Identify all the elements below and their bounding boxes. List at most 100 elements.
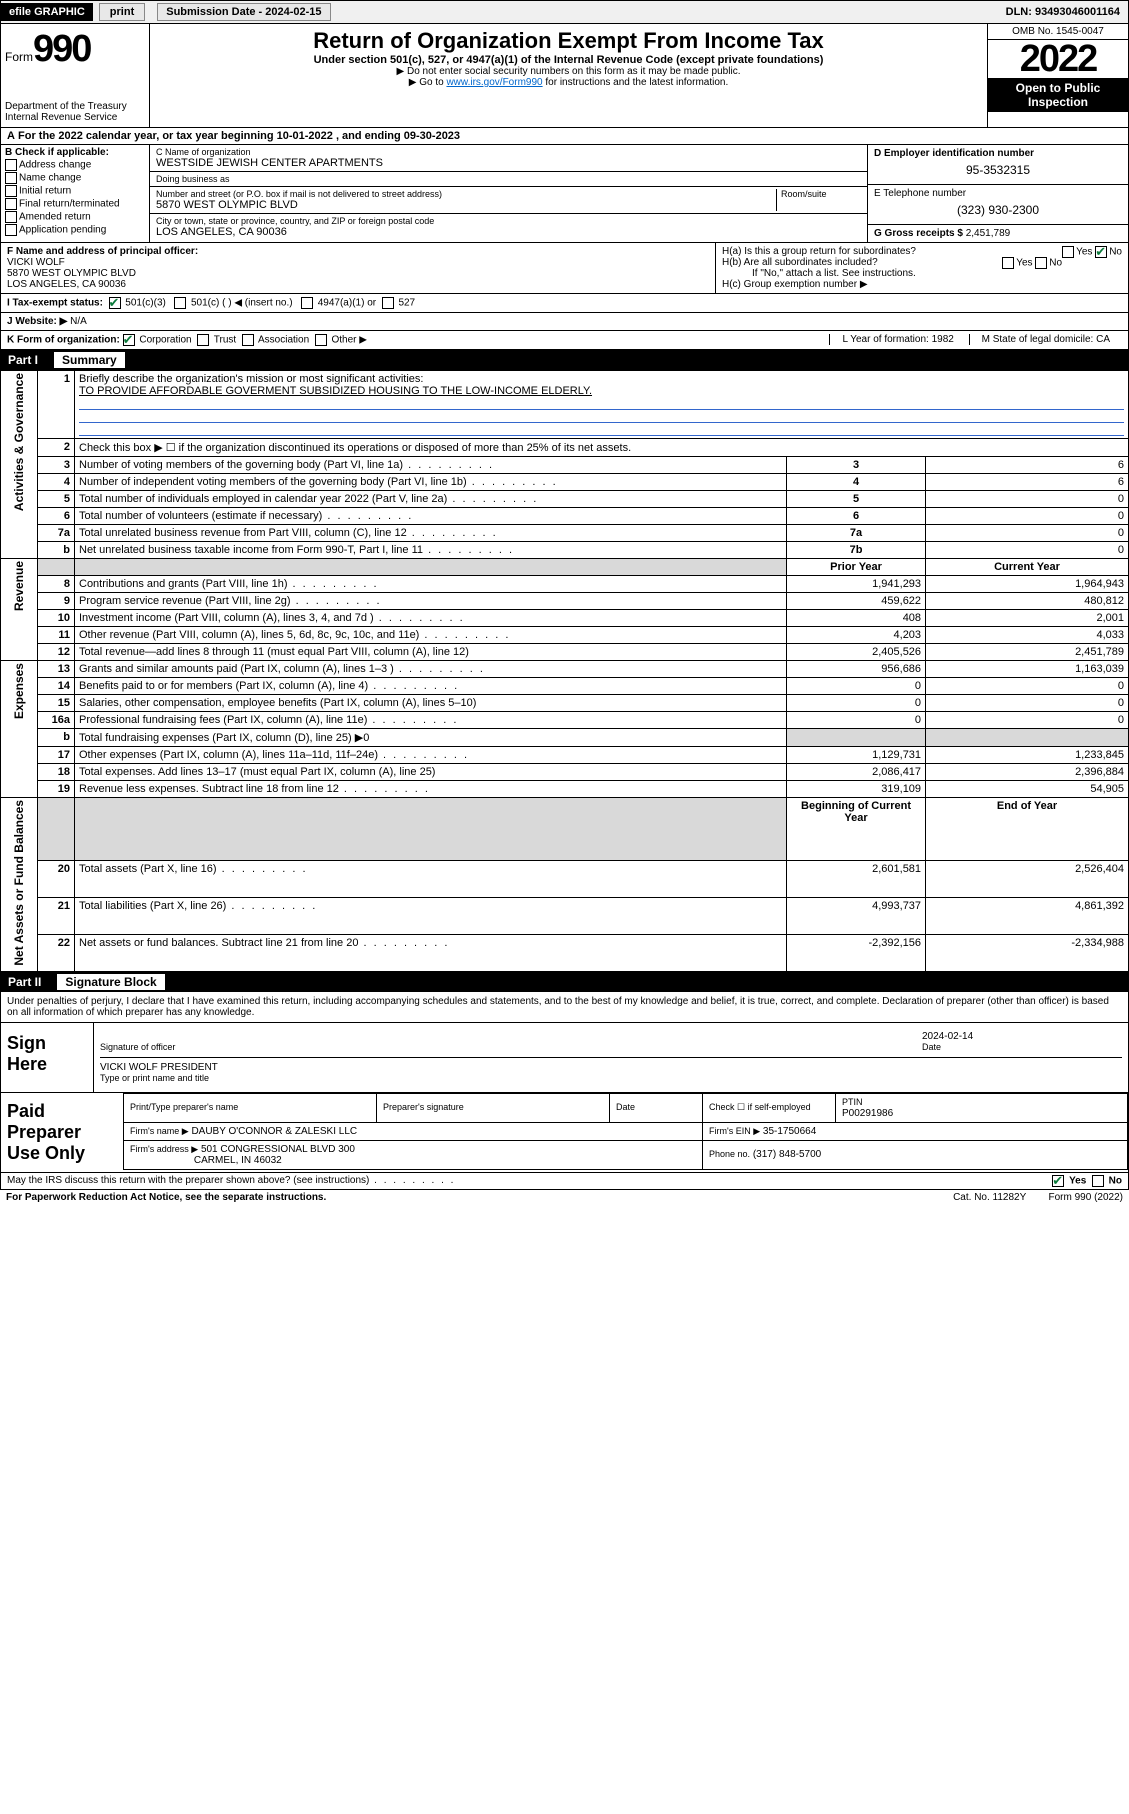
form-number: Form990 bbox=[5, 28, 145, 71]
discuss-yes-box[interactable] bbox=[1052, 1175, 1064, 1187]
firm-ein-label: Firm's EIN ▶ bbox=[709, 1126, 760, 1136]
side-netassets: Net Assets or Fund Balances bbox=[12, 800, 26, 966]
city: LOS ANGELES, CA 90036 bbox=[156, 226, 861, 238]
ein: 95-3532315 bbox=[874, 159, 1122, 181]
discuss-row: May the IRS discuss this return with the… bbox=[0, 1173, 1129, 1190]
chk-lbl: Application pending bbox=[19, 225, 106, 236]
firm-addr2: CARMEL, IN 46032 bbox=[194, 1155, 282, 1166]
line17-p: 1,129,731 bbox=[787, 747, 926, 764]
print-button[interactable]: print bbox=[99, 3, 145, 21]
chk-corp[interactable] bbox=[123, 334, 135, 346]
chk-initial-return[interactable]: Initial return bbox=[5, 185, 145, 197]
hb-no-box[interactable] bbox=[1035, 257, 1047, 269]
dept-treasury: Department of the Treasury Internal Reve… bbox=[5, 101, 145, 123]
line22-p: -2,392,156 bbox=[787, 934, 926, 971]
line22-c: -2,334,988 bbox=[926, 934, 1129, 971]
website-value: N/A bbox=[70, 316, 87, 327]
chk-501c[interactable] bbox=[174, 297, 186, 309]
state-domicile: M State of legal domicile: CA bbox=[969, 334, 1122, 345]
part-ii-num: Part II bbox=[8, 975, 41, 989]
form-title: Return of Organization Exempt From Incom… bbox=[156, 28, 981, 54]
sig-name-label: Type or print name and title bbox=[100, 1073, 209, 1083]
street-label: Number and street (or P.O. box if mail i… bbox=[156, 189, 776, 199]
part-i-title: Summary bbox=[54, 352, 125, 368]
hb-note: If "No," attach a list. See instructions… bbox=[722, 268, 1122, 279]
form-990-num: 990 bbox=[33, 28, 90, 70]
section-b-label: B Check if applicable: bbox=[5, 147, 145, 158]
ha-no-box[interactable] bbox=[1095, 246, 1107, 258]
gross-label: G Gross receipts $ bbox=[874, 228, 963, 239]
hdr-current: Current Year bbox=[926, 559, 1129, 576]
chk-address-change[interactable]: Address change bbox=[5, 159, 145, 171]
discuss-question: May the IRS discuss this return with the… bbox=[7, 1175, 455, 1187]
opt-527: 527 bbox=[398, 298, 415, 309]
line7b-box: 7b bbox=[787, 542, 926, 559]
opt-501c: 501(c) ( ) ◀ (insert no.) bbox=[191, 298, 293, 309]
prep-ptin-label: PTIN bbox=[842, 1097, 863, 1107]
line5-val: 0 bbox=[926, 491, 1129, 508]
ha-row: H(a) Is this a group return for subordin… bbox=[722, 246, 1122, 257]
firm-label: Firm's name ▶ bbox=[130, 1126, 189, 1136]
line9-desc: Program service revenue (Part VIII, line… bbox=[75, 593, 787, 610]
line12-p: 2,405,526 bbox=[787, 644, 926, 661]
line15-p: 0 bbox=[787, 695, 926, 712]
chk-final-return[interactable]: Final return/terminated bbox=[5, 198, 145, 210]
top-bar: efile GRAPHIC print Submission Date - 20… bbox=[0, 0, 1129, 24]
officer-addr2: LOS ANGELES, CA 90036 bbox=[7, 279, 709, 290]
org-name: WESTSIDE JEWISH CENTER APARTMENTS bbox=[156, 157, 861, 169]
dln: DLN: 93493046001164 bbox=[998, 3, 1128, 21]
form-label: Form bbox=[5, 50, 33, 64]
paid-prep-label: Paid Preparer Use Only bbox=[1, 1093, 123, 1172]
line7a-val: 0 bbox=[926, 525, 1129, 542]
line19-desc: Revenue less expenses. Subtract line 18 … bbox=[75, 781, 787, 798]
firm-addr1: 501 CONGRESSIONAL BLVD 300 bbox=[201, 1144, 355, 1155]
year-formation: L Year of formation: 1982 bbox=[829, 334, 965, 345]
line3-desc: Number of voting members of the governin… bbox=[75, 457, 787, 474]
discuss-no-box[interactable] bbox=[1092, 1175, 1104, 1187]
street: 5870 WEST OLYMPIC BLVD bbox=[156, 199, 776, 211]
discuss-yes: Yes bbox=[1069, 1175, 1086, 1186]
chk-4947[interactable] bbox=[301, 297, 313, 309]
line11-p: 4,203 bbox=[787, 627, 926, 644]
chk-527[interactable] bbox=[382, 297, 394, 309]
part-ii-header: Part II Signature Block bbox=[0, 972, 1129, 992]
hdr-begin: Beginning of Current Year bbox=[787, 798, 926, 861]
footer-left: For Paperwork Reduction Act Notice, see … bbox=[6, 1192, 326, 1203]
line18-c: 2,396,884 bbox=[926, 764, 1129, 781]
line2: Check this box ▶ ☐ if the organization d… bbox=[75, 439, 1129, 457]
part-ii-title: Signature Block bbox=[57, 974, 164, 990]
sig-date-label: Date bbox=[922, 1042, 941, 1052]
discuss-no: No bbox=[1109, 1175, 1122, 1186]
side-governance: Activities & Governance bbox=[12, 373, 26, 511]
line11-desc: Other revenue (Part VIII, column (A), li… bbox=[75, 627, 787, 644]
firm-addr-label: Firm's address ▶ bbox=[130, 1144, 198, 1154]
line3-box: 3 bbox=[787, 457, 926, 474]
chk-501c3[interactable] bbox=[109, 297, 121, 309]
sig-date: 2024-02-14 bbox=[922, 1031, 973, 1042]
chk-other[interactable] bbox=[315, 334, 327, 346]
line21-p: 4,993,737 bbox=[787, 897, 926, 934]
ha-yes-box[interactable] bbox=[1062, 246, 1074, 258]
prep-ptin: P00291986 bbox=[842, 1108, 893, 1119]
sig-intro: Under penalties of perjury, I declare th… bbox=[1, 992, 1128, 1022]
chk-amended[interactable]: Amended return bbox=[5, 211, 145, 223]
irs-link[interactable]: www.irs.gov/Form990 bbox=[446, 77, 542, 88]
tax-year: 2022 bbox=[988, 40, 1128, 78]
chk-app-pending[interactable]: Application pending bbox=[5, 224, 145, 236]
footer-right: Form 990 (2022) bbox=[1049, 1192, 1123, 1203]
tax-year-row: A For the 2022 calendar year, or tax yea… bbox=[0, 128, 1129, 145]
sig-officer-label: Signature of officer bbox=[100, 1042, 175, 1052]
line10-p: 408 bbox=[787, 610, 926, 627]
opt-501c3: 501(c)(3) bbox=[125, 298, 166, 309]
chk-name-change[interactable]: Name change bbox=[5, 172, 145, 184]
hdr-prior: Prior Year bbox=[787, 559, 926, 576]
hb-yes-box[interactable] bbox=[1002, 257, 1014, 269]
line14-c: 0 bbox=[926, 678, 1129, 695]
note-link: ▶ Go to www.irs.gov/Form990 for instruct… bbox=[156, 77, 981, 88]
prep-h2: Preparer's signature bbox=[383, 1102, 464, 1112]
line9-c: 480,812 bbox=[926, 593, 1129, 610]
line18-desc: Total expenses. Add lines 13–17 (must eq… bbox=[75, 764, 787, 781]
chk-assoc[interactable] bbox=[242, 334, 254, 346]
chk-lbl: Name change bbox=[19, 173, 81, 184]
chk-trust[interactable] bbox=[197, 334, 209, 346]
